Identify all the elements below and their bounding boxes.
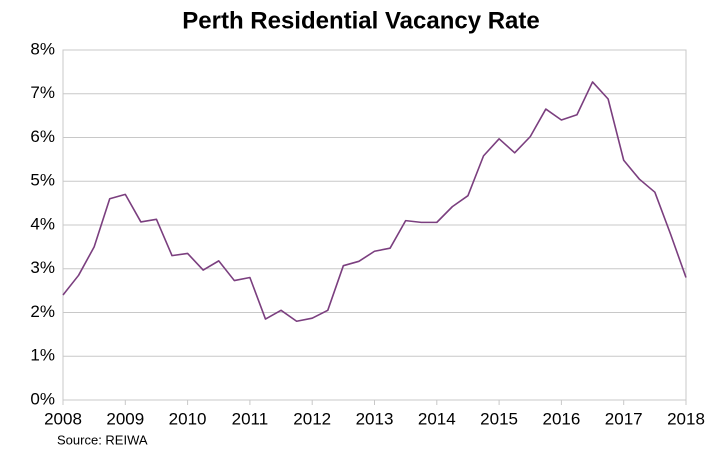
x-tick-label: 2014	[418, 409, 456, 428]
y-tick-label: 7%	[30, 83, 55, 102]
x-tick-label: 2011	[232, 409, 269, 428]
y-tick-label: 1%	[30, 346, 55, 365]
x-tick-label: 2018	[667, 409, 705, 428]
x-tick-label: 2012	[293, 409, 331, 428]
y-tick-label: 8%	[30, 39, 55, 58]
x-tick-label: 2008	[44, 409, 82, 428]
x-tick-label: 2015	[480, 409, 518, 428]
x-tick-label: 2017	[605, 409, 643, 428]
y-tick-label: 4%	[30, 214, 55, 233]
chart-title: Perth Residential Vacancy Rate	[182, 7, 540, 34]
y-tick-label: 3%	[30, 258, 55, 277]
data-line	[62, 81, 687, 323]
x-tick-label: 2016	[542, 409, 580, 428]
x-tick-label: 2009	[106, 409, 144, 428]
y-tick-label: 2%	[30, 302, 55, 321]
y-tick-label: 0%	[30, 389, 55, 408]
source-note: Source: REIWA	[57, 432, 148, 447]
y-tick-label: 6%	[30, 127, 55, 146]
x-tick-label: 2013	[356, 409, 394, 428]
y-tick-label: 5%	[30, 171, 55, 190]
x-tick-label: 2010	[169, 409, 207, 428]
